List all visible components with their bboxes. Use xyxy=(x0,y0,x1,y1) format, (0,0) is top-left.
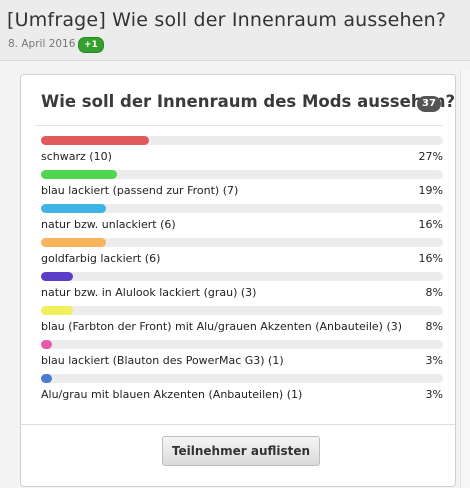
result-bar-fill xyxy=(41,136,149,145)
vote-count-badge: 37 xyxy=(417,96,441,112)
poll-question: Wie soll der Innenraum des Mods aussehen… xyxy=(41,92,456,111)
option-label: blau (Farbton der Front) mit Alu/grauen … xyxy=(41,320,403,333)
result-bar-fill xyxy=(41,340,52,349)
result-bar-track xyxy=(41,340,443,349)
divider xyxy=(35,125,443,126)
option-percent: 27% xyxy=(418,150,443,163)
option-label: natur bzw. in Alulook lackiert (grau) (3… xyxy=(41,286,257,299)
result-bar-track xyxy=(41,306,443,315)
result-bar-track xyxy=(41,374,443,383)
option-percent: 16% xyxy=(418,218,443,231)
result-bar-fill xyxy=(41,306,73,315)
poll-panel: Wie soll der Innenraum des Mods aussehen… xyxy=(20,74,456,487)
result-bar-track xyxy=(41,204,443,213)
thread-date: 8. April 2016 xyxy=(8,38,76,50)
option-percent: 8% xyxy=(425,320,443,333)
result-bar-fill xyxy=(41,204,106,213)
poll-option: natur bzw. unlackiert (6) 16% xyxy=(41,204,443,236)
result-bar-fill xyxy=(41,238,106,247)
option-percent: 3% xyxy=(425,354,443,367)
option-label: natur bzw. unlackiert (6) xyxy=(41,218,176,231)
divider xyxy=(21,424,455,425)
option-percent: 8% xyxy=(425,286,443,299)
poll-option: blau lackiert (passend zur Front) (7) 19% xyxy=(41,170,443,202)
option-label: goldfarbig lackiert (6) xyxy=(41,252,161,265)
option-percent: 19% xyxy=(418,184,443,197)
thread-title: [Umfrage] Wie soll der Innenraum aussehe… xyxy=(7,9,447,31)
option-label: Alu/grau mit blauen Akzenten (Anbauteile… xyxy=(41,388,303,401)
thread-header: [Umfrage] Wie soll der Innenraum aussehe… xyxy=(0,0,470,61)
result-bar-track xyxy=(41,272,443,281)
result-bar-fill xyxy=(41,170,117,179)
poll-option: schwarz (10) 27% xyxy=(41,136,443,168)
poll-option: natur bzw. in Alulook lackiert (grau) (3… xyxy=(41,272,443,304)
result-bar-fill xyxy=(41,272,73,281)
poll-option: blau (Farbton der Front) mit Alu/grauen … xyxy=(41,306,443,338)
result-bar-track xyxy=(41,238,443,247)
option-label: blau lackiert (passend zur Front) (7) xyxy=(41,184,239,197)
option-label: blau lackiert (Blauton des PowerMac G3) … xyxy=(41,354,284,367)
option-percent: 3% xyxy=(425,388,443,401)
list-participants-button[interactable]: Teilnehmer auflisten xyxy=(162,436,320,466)
scrollbar[interactable] xyxy=(460,70,470,488)
result-bar-fill xyxy=(41,374,52,383)
option-label: schwarz (10) xyxy=(41,150,112,163)
like-badge[interactable]: +1 xyxy=(78,37,104,53)
poll-option: Alu/grau mit blauen Akzenten (Anbauteile… xyxy=(41,374,443,406)
poll-option: goldfarbig lackiert (6) 16% xyxy=(41,238,443,270)
option-percent: 16% xyxy=(418,252,443,265)
result-bar-track xyxy=(41,170,443,179)
poll-option: blau lackiert (Blauton des PowerMac G3) … xyxy=(41,340,443,372)
result-bar-track xyxy=(41,136,443,145)
